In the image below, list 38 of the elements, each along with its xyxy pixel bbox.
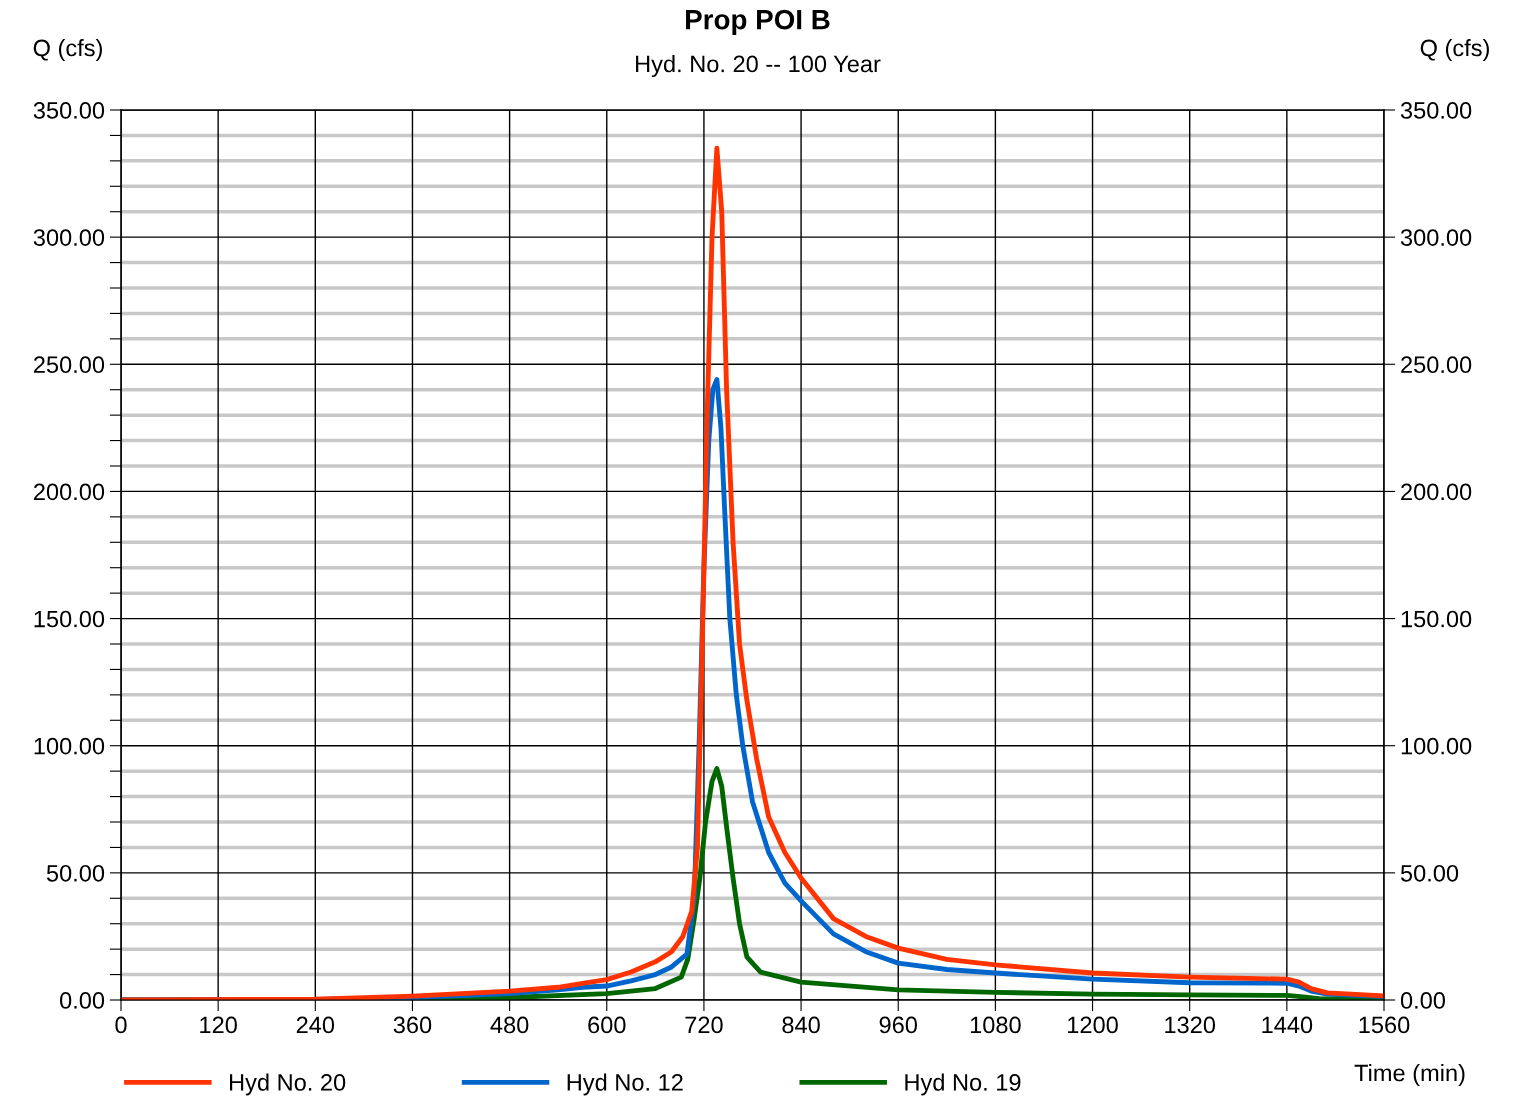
x-tick-label: 0 [115,1016,127,1034]
y2-tick-label: 150.00 [1401,610,1472,628]
y2-tick-label: 300.00 [1400,229,1472,246]
y-tick-label: 100.00 [34,737,105,755]
legend-label: Hyd No. 12 [567,1073,683,1096]
y-tick-label: 50.00 [46,864,105,882]
chart-subtitle: Hyd. No. 20 -- 100 Year [636,55,881,78]
x-tick-label: 120 [200,1016,237,1034]
y2-tick-label: 200.00 [1401,483,1472,501]
y2-tick-label: 350.00 [1400,102,1472,119]
y-axis-title: Q (cfs) [33,39,102,61]
y2-tick-label: 0.00 [1400,992,1445,1009]
y2-tick-label: 100.00 [1401,737,1472,755]
x-axis-title: Time (min) [1354,1063,1465,1086]
x-tick-label: 720 [685,1016,723,1034]
y2-tick-label: 50.00 [1400,864,1459,882]
x-tick-label: 1080 [970,1016,1021,1034]
x-tick-label: 960 [879,1016,918,1034]
legend-label: Hyd No. 19 [905,1073,1021,1096]
y-tick-label: 0.00 [60,992,105,1009]
x-tick-label: 600 [588,1016,626,1034]
x-tick-label: 1320 [1165,1016,1216,1034]
x-tick-label: 840 [782,1016,820,1034]
x-tick-label: 1560 [1359,1016,1410,1034]
y-tick-label: 300.00 [33,229,105,246]
x-tick-label: 1200 [1068,1016,1118,1034]
legend-label: Hyd No. 20 [229,1073,346,1096]
y-tick-label: 200.00 [34,483,105,501]
x-tick-label: 1440 [1262,1016,1313,1034]
y-tick-label: 250.00 [34,356,105,374]
y-tick-label: 350.00 [33,102,105,119]
chart-title: Prop POI B [686,9,830,35]
x-tick-label: 240 [296,1016,335,1034]
y2-tick-label: 250.00 [1401,356,1472,374]
y2-axis-title: Q (cfs) [1420,39,1489,61]
y-tick-label: 150.00 [34,610,105,628]
x-tick-label: 360 [393,1016,432,1034]
x-tick-label: 480 [490,1016,529,1034]
